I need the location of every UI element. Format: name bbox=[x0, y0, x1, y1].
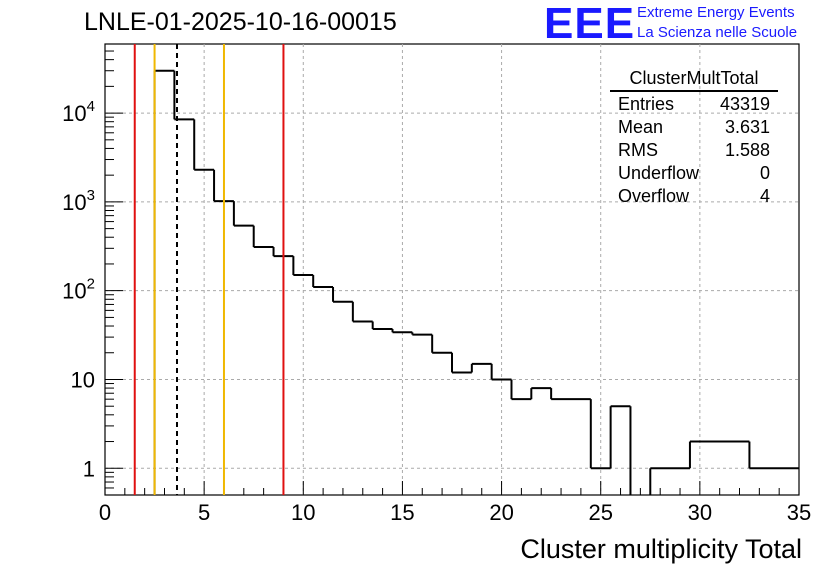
x-axis-label: Cluster multiplicity Total bbox=[520, 534, 802, 564]
chart-title: LNLE-01-2025-10-16-00015 bbox=[84, 8, 397, 36]
stats-label: Underflow bbox=[618, 163, 700, 183]
stats-value: 1.588 bbox=[724, 140, 770, 160]
stats-row-mean: Mean 3.631 bbox=[610, 116, 778, 139]
stats-value: 4 bbox=[759, 186, 770, 206]
y-tick-label: 104 bbox=[62, 98, 95, 126]
logo-tagline-1: Extreme Energy Events bbox=[637, 4, 795, 21]
x-tick-label: 5 bbox=[198, 500, 210, 525]
logo-tagline-2: La Scienza nelle Scuole bbox=[637, 24, 798, 41]
stats-row-rms: RMS 1.588 bbox=[610, 139, 778, 162]
y-tick-label: 102 bbox=[62, 276, 95, 304]
y-tick-label: 1 bbox=[83, 456, 95, 481]
stats-row-overflow: Overflow 4 bbox=[610, 185, 778, 208]
x-tick-label: 25 bbox=[588, 500, 612, 525]
x-tick-label: 15 bbox=[390, 500, 414, 525]
stats-label: Entries bbox=[618, 94, 675, 114]
x-tick-label: 20 bbox=[489, 500, 513, 525]
stats-title: ClusterMultTotal bbox=[610, 68, 778, 92]
x-tick-label: 30 bbox=[688, 500, 712, 525]
y-tick-label: 10 bbox=[71, 367, 95, 392]
eee-logo: EEE bbox=[544, 0, 636, 48]
stats-value: 43319 bbox=[719, 94, 770, 114]
stats-row-entries: Entries 43319 bbox=[610, 93, 778, 116]
stats-label: Mean bbox=[618, 117, 664, 137]
stats-label: RMS bbox=[618, 140, 658, 160]
x-tick-label: 10 bbox=[291, 500, 315, 525]
stats-value: 0 bbox=[759, 163, 770, 183]
y-tick-label: 103 bbox=[62, 187, 95, 215]
stats-value: 3.631 bbox=[724, 117, 770, 137]
stats-row-underflow: Underflow 0 bbox=[610, 162, 778, 185]
plot-frame bbox=[104, 43, 800, 496]
x-tick-label: 35 bbox=[787, 500, 811, 525]
stats-box: ClusterMultTotal Entries 43319 Mean 3.63… bbox=[610, 68, 778, 208]
x-tick-label: 0 bbox=[99, 500, 111, 525]
stats-label: Overflow bbox=[618, 186, 690, 206]
